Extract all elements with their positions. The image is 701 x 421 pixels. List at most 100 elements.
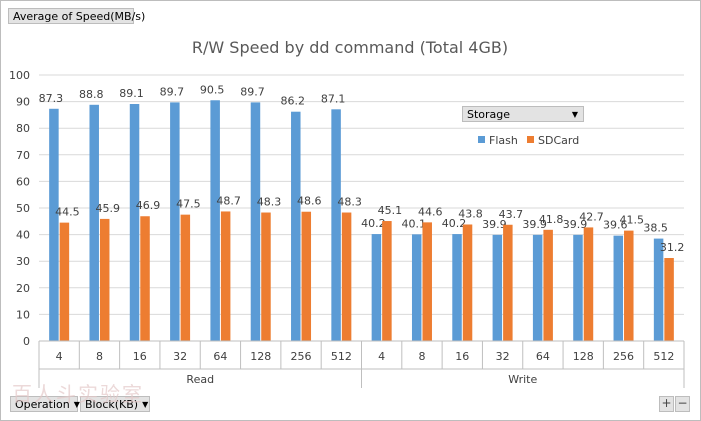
storage-filter-button[interactable]: Storage ▼ (462, 106, 584, 122)
bar-sdcard (462, 224, 473, 341)
data-label: 40.2 (442, 217, 467, 230)
data-label: 86.2 (281, 95, 306, 108)
data-label: 41.5 (620, 214, 645, 227)
x-tick-label: 8 (418, 350, 425, 363)
data-label: 40.2 (361, 217, 386, 230)
data-label: 41.8 (539, 213, 564, 226)
legend: Flash SDCard (478, 134, 579, 147)
x-axis: 4 8 16 32 64 128 256 512 4 8 16 32 64 128 256 512 Read Wr… (38, 340, 685, 388)
legend-swatch (527, 136, 534, 143)
bar-flash (452, 234, 462, 341)
bar-flash (411, 234, 422, 341)
x-tick-label: 32 (173, 350, 187, 363)
legend-label: SDCard (538, 134, 579, 147)
data-label: 47.5 (176, 198, 201, 211)
bar-sdcard (503, 224, 513, 341)
x-tick-label: 512 (331, 350, 352, 363)
y-tick-label: 80 (16, 122, 30, 135)
y-tick-label: 40 (16, 229, 30, 242)
bar-flash (129, 103, 140, 341)
x-tick-label: 4 (378, 350, 385, 363)
data-label: 90.5 (200, 83, 225, 96)
data-label: 88.8 (79, 88, 104, 101)
bar-sdcard (341, 212, 352, 341)
bar-flash (331, 109, 341, 342)
block-filter-button[interactable]: Block(KB) ▼ (80, 396, 150, 412)
data-label: 48.7 (216, 194, 241, 207)
y-tick-label: 0 (23, 335, 30, 348)
bar-flash (371, 234, 382, 341)
data-label: 89.7 (240, 85, 265, 98)
x-tick-label: 4 (56, 350, 63, 363)
bar-flash (573, 234, 583, 341)
operation-filter-button[interactable]: Operation ▼ (10, 396, 80, 412)
data-label: 43.7 (499, 208, 524, 221)
x-tick-label: 128 (250, 350, 271, 363)
chart-title: R/W Speed by dd command (Total 4GB) (192, 38, 508, 57)
data-label: 39.9 (522, 218, 547, 231)
bar-sdcard (180, 214, 191, 341)
y-tick-label: 30 (16, 255, 30, 268)
data-label: 44.6 (418, 205, 443, 218)
bar-flash (291, 111, 301, 341)
bar-flash (170, 102, 180, 341)
bar-flash (532, 234, 543, 341)
storage-filter-label: Storage (467, 108, 511, 121)
y-tick-label: 60 (16, 175, 30, 188)
bar-flash (250, 102, 261, 341)
x-group-label: Write (508, 373, 537, 386)
measure-field-button[interactable]: Average of Speed(MB/s) (8, 8, 145, 24)
x-tick-label: 256 (613, 350, 634, 363)
bar-sdcard (664, 258, 674, 341)
bars: 87.3 44.5 88.8 45.9 89.1 46.9 89.7 47.5 90.5 48.7… (39, 83, 685, 342)
bar-sdcard (220, 211, 231, 341)
legend-label: Flash (489, 134, 518, 147)
dropdown-arrow-icon: ▼ (142, 400, 149, 409)
bar-sdcard (140, 216, 150, 341)
x-tick-label: 16 (455, 350, 469, 363)
data-label: 43.8 (458, 207, 483, 220)
bar-sdcard (624, 230, 634, 341)
measure-field-label: Average of Speed(MB/s) (13, 10, 146, 23)
zoom-in-button[interactable]: + (659, 396, 674, 412)
bar-flash (49, 108, 59, 341)
y-axis: 0 10 20 30 40 50 60 70 80 90 100 (9, 69, 30, 348)
x-group-label: Read (186, 373, 214, 386)
x-tick-label: 64 (536, 350, 550, 363)
bar-sdcard (583, 227, 594, 341)
y-tick-label: 100 (9, 69, 30, 82)
data-label: 39.6 (603, 219, 628, 232)
zoom-out-button[interactable]: − (675, 396, 690, 412)
data-label: 31.2 (660, 241, 685, 254)
block-filter-label: Block(KB) (85, 398, 139, 411)
operation-filter-label: Operation (15, 398, 70, 411)
x-tick-label: 64 (213, 350, 227, 363)
data-label: 89.1 (119, 87, 144, 100)
x-tick-label: 32 (496, 350, 510, 363)
legend-swatch (478, 136, 485, 143)
data-label: 39.9 (482, 218, 507, 231)
bar-flash (210, 100, 220, 342)
dropdown-arrow-icon: ▼ (571, 110, 578, 119)
bar-flash (492, 234, 503, 341)
data-label: 42.7 (579, 210, 604, 223)
x-tick-label: 8 (96, 350, 103, 363)
bar-sdcard (99, 218, 110, 341)
data-label: 46.9 (136, 199, 161, 212)
x-tick-label: 128 (573, 350, 594, 363)
x-tick-label: 256 (291, 350, 312, 363)
bar-flash (613, 235, 624, 341)
bar-sdcard (422, 222, 432, 341)
data-label: 48.3 (337, 196, 362, 209)
data-label: 45.1 (378, 204, 403, 217)
data-label: 89.7 (160, 85, 185, 98)
bar-sdcard (382, 221, 392, 341)
y-tick-label: 90 (16, 96, 30, 109)
bar-flash (653, 238, 664, 341)
data-label: 87.1 (321, 92, 346, 105)
bar-sdcard (261, 212, 271, 341)
y-tick-label: 10 (16, 308, 30, 321)
data-label: 38.5 (643, 222, 668, 235)
x-tick-label: 512 (653, 350, 674, 363)
